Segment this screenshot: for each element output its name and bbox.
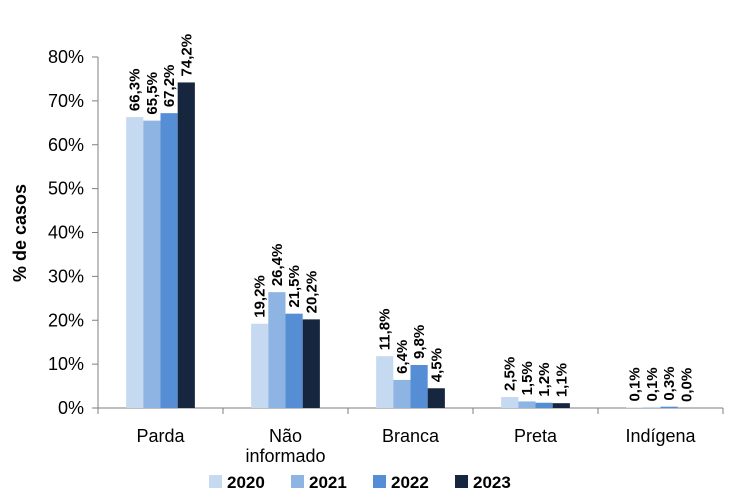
legend-label: 2022: [391, 473, 429, 492]
data-label: 0,0%: [678, 368, 695, 402]
data-label: 9,8%: [411, 325, 428, 359]
x-category-label: Preta: [514, 426, 558, 446]
bar: [126, 117, 144, 408]
y-tick-label: 30%: [48, 266, 84, 286]
y-tick-label: 0%: [58, 398, 84, 418]
bar: [552, 403, 570, 408]
y-tick-label: 50%: [48, 179, 84, 199]
bar: [501, 397, 519, 408]
data-label: 20,2%: [303, 271, 320, 314]
bar: [160, 113, 178, 408]
legend-swatch: [209, 475, 222, 488]
bar: [268, 292, 286, 408]
legend: 2020 2021 2022 2023: [209, 473, 511, 492]
bar: [410, 365, 428, 408]
legend-label: 2021: [309, 473, 347, 492]
y-axis-label: % de casos: [10, 184, 30, 282]
y-tick-label: 60%: [48, 135, 84, 155]
x-category-label: Parda: [136, 426, 185, 446]
data-label: 26,4%: [269, 244, 286, 287]
x-category-label-line: informado: [245, 446, 325, 466]
x-category-label: Branca: [382, 426, 440, 446]
data-label: 66,3%: [127, 69, 144, 112]
bar: [376, 356, 394, 408]
y-tick-label: 80%: [48, 47, 84, 67]
y-tick-label: 10%: [48, 354, 84, 374]
y-tick-label: 40%: [48, 223, 84, 243]
data-label: 74,2%: [178, 34, 195, 77]
x-category-label-line: Não: [269, 426, 302, 446]
x-category-label: Indígena: [625, 426, 696, 446]
data-label: 1,2%: [536, 363, 553, 397]
legend-label: 2020: [227, 473, 265, 492]
data-label: 19,2%: [252, 275, 269, 318]
x-axis: Parda Não informado Branca Preta Indígena: [97, 407, 724, 466]
data-label: 0,1%: [627, 367, 644, 401]
y-tick-label: 70%: [48, 91, 84, 111]
legend-swatch: [373, 475, 386, 488]
bars: [126, 82, 678, 409]
data-label: 2,5%: [502, 357, 519, 391]
data-label: 4,5%: [428, 348, 445, 382]
bar: [660, 406, 678, 408]
data-label: 1,1%: [553, 363, 570, 397]
legend-swatch: [455, 475, 468, 488]
bar: [251, 323, 269, 408]
data-label: 11,8%: [377, 309, 394, 351]
bar: [302, 319, 320, 408]
data-label: 6,4%: [394, 340, 411, 374]
legend-label: 2023: [473, 473, 511, 492]
bar: [177, 82, 195, 408]
legend-swatch: [291, 475, 304, 488]
data-label: 0,3%: [661, 366, 678, 400]
data-label: 21,5%: [286, 265, 303, 308]
y-tick-label: 20%: [48, 310, 84, 330]
data-labels: 66,3% 65,5% 67,2%74,2% 19,2%26,4%21,5% 20,2%…: [127, 34, 696, 402]
data-label: 1,5%: [519, 361, 536, 395]
data-label: 0,1%: [644, 367, 661, 401]
y-axis: 0% 10% 20% 30% 40% 50% 60% 70% 80%: [48, 47, 99, 418]
bar: [143, 120, 161, 409]
x-category-label: Não informado: [245, 426, 325, 466]
bar: [427, 388, 445, 408]
bar: [518, 401, 536, 408]
data-label: 65,5%: [144, 72, 161, 115]
bar: [393, 379, 411, 408]
data-label: 67,2%: [161, 65, 178, 108]
bar: [285, 313, 303, 408]
bar: [535, 402, 553, 408]
